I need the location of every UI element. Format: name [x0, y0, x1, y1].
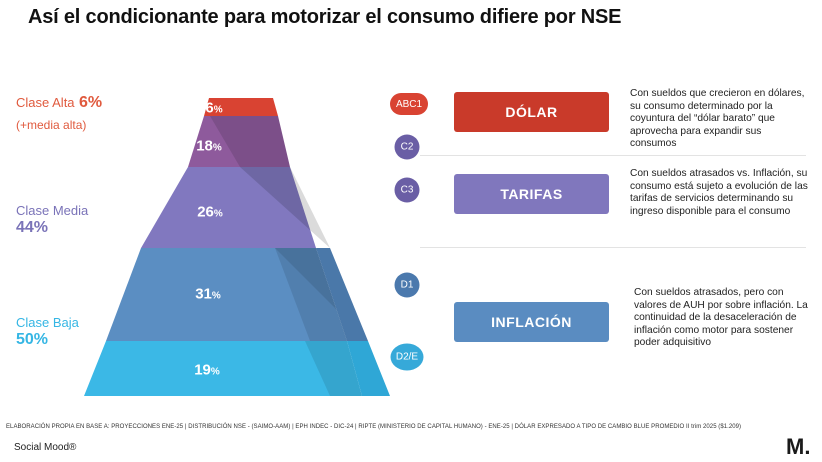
class-baja-name: Clase Baja	[16, 315, 79, 330]
driver-inflacion-description: Con sueldos atrasados, pero con valores …	[634, 287, 808, 348]
driver-tarifas: TARIFAS	[454, 174, 609, 214]
page-title: Así el condicionante para motorizar el c…	[28, 6, 622, 28]
segment-label-d1: 31%	[195, 285, 221, 303]
pyramid-segment-d2e	[84, 341, 362, 396]
driver-dolar-description: Con sueldos que crecieron en dólares, su…	[630, 88, 805, 149]
pyramid-segment-c3	[141, 167, 316, 248]
class-media-name: Clase Media	[16, 203, 89, 218]
pyramid-segment-d1	[106, 248, 347, 341]
divider-1	[420, 155, 806, 156]
divider-2	[420, 247, 806, 248]
pyramid-segment-c2	[188, 116, 290, 167]
segment-label-d2e: 19%	[194, 361, 220, 379]
class-alta-pct: 6%	[79, 94, 103, 111]
class-alta-label: Clase Alta 6% (+media alta)	[16, 94, 102, 132]
class-media-label: Clase Media 44%	[16, 203, 88, 237]
nse-badge-d2e: D2/E	[390, 343, 424, 371]
logo: M.	[786, 434, 811, 459]
class-baja-pct: 50%	[16, 331, 49, 348]
source-footnote: ELABORACIÓN PROPIA EN BASE A: PROYECCION…	[6, 424, 742, 430]
segment-label-c3: 26%	[197, 203, 223, 221]
class-alta-name: Clase Alta	[16, 95, 75, 110]
pyramid-segment-abc1	[204, 98, 278, 116]
class-baja-label: Clase Baja 50%	[16, 315, 79, 349]
pyramid-edge-d2e	[347, 341, 390, 396]
driver-dolar: DÓLAR	[454, 92, 609, 132]
segment-label-abc1: 6%	[205, 99, 223, 117]
nse-badge-c3: C3	[394, 177, 420, 203]
pyramid-shade-c3	[240, 167, 330, 248]
pyramid-shade-c2	[210, 116, 290, 167]
class-alta-sub: (+media alta)	[16, 118, 87, 132]
nse-badge-d1: D1	[394, 272, 420, 298]
nse-badge-c2: C2	[394, 134, 420, 160]
nse-badge-abc1: ABC1	[390, 93, 428, 115]
driver-tarifas-description: Con sueldos atrasados vs. Inflación, su …	[630, 168, 808, 217]
pyramid-edge-d1	[316, 248, 368, 341]
brand-name: Social Mood®	[14, 442, 77, 453]
segment-label-c2: 18%	[196, 137, 222, 155]
pyramid-shade-d2e	[305, 341, 362, 396]
class-media-pct: 44%	[16, 219, 49, 236]
driver-inflacion: INFLACIÓN	[454, 302, 609, 342]
